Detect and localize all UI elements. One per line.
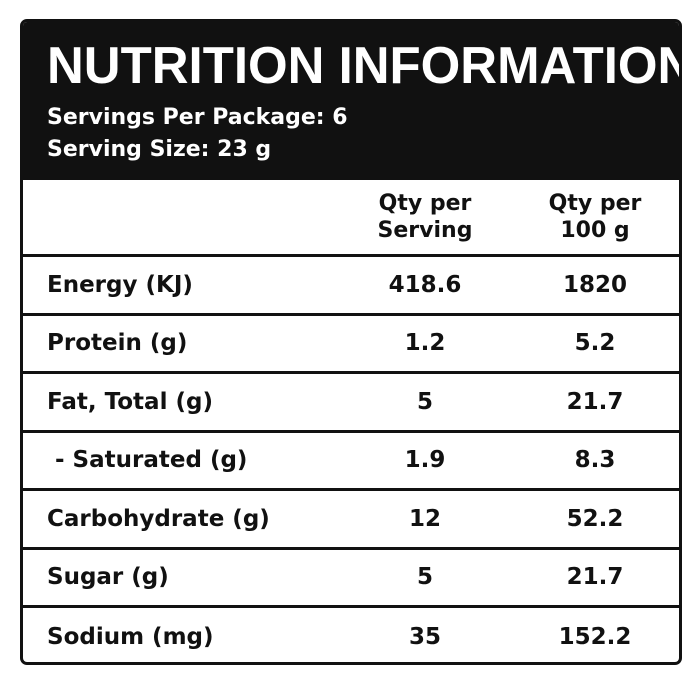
- nutrient-name: Fat, Total (g): [47, 388, 213, 415]
- qty-per-serving: 12: [408, 505, 441, 532]
- nutrient-name: Carbohydrate (g): [47, 505, 270, 532]
- qty-per-100g: 52.2: [566, 505, 624, 532]
- per-100g-header-line2: 100 g: [560, 218, 630, 243]
- qty-per-100g: 1820: [562, 271, 627, 298]
- nutrition-panel: NUTRITION INFORMATION Servings Per Packa…: [20, 19, 682, 665]
- qty-per-100g: 8.3: [574, 447, 616, 474]
- qty-per-serving: 1.9: [404, 447, 446, 474]
- qty-per-serving: 5: [416, 564, 433, 591]
- table-row-sodium: Sodium (mg) 35 152.2: [23, 608, 679, 662]
- qty-per-serving: 5: [416, 388, 433, 415]
- per-serving-header-line2: Serving: [377, 218, 473, 243]
- servings-per-package: Servings Per Package: 6: [47, 105, 348, 130]
- panel-title: NUTRITION INFORMATION: [47, 37, 682, 95]
- nutrient-name: Protein (g): [47, 330, 188, 357]
- per-100g-header-line1: Qty per: [548, 191, 642, 216]
- nutrition-header: NUTRITION INFORMATION Servings Per Packa…: [23, 22, 679, 180]
- qty-per-100g: 21.7: [566, 388, 624, 415]
- nutrient-name: Sodium (mg): [47, 624, 214, 651]
- serving-size: Serving Size: 23 g: [47, 137, 272, 162]
- qty-per-100g: 5.2: [574, 330, 616, 357]
- serving-meta: Servings Per Package: 6 Serving Size: 23…: [47, 102, 655, 166]
- table-row-saturated: - Saturated (g) 1.9 8.3: [23, 433, 679, 491]
- nutrient-name: Energy (KJ): [47, 271, 193, 298]
- qty-per-serving: 418.6: [388, 271, 462, 298]
- table-row-protein: Protein (g) 1.2 5.2: [23, 316, 679, 374]
- per-100g-column-header: Qty per 100 g: [511, 190, 679, 244]
- qty-per-100g: 152.2: [558, 624, 632, 651]
- table-row-sugar: Sugar (g) 5 21.7: [23, 550, 679, 608]
- table-header-row: Qty per Serving Qty per 100 g: [23, 180, 679, 257]
- table-row-carbohydrate: Carbohydrate (g) 12 52.2: [23, 491, 679, 550]
- nutrition-table: Qty per Serving Qty per 100 g Energy (KJ…: [23, 180, 679, 662]
- per-serving-column-header: Qty per Serving: [339, 190, 511, 244]
- nutrient-name: - Saturated (g): [47, 447, 248, 474]
- nutrient-name: Sugar (g): [47, 564, 169, 591]
- qty-per-serving: 1.2: [404, 330, 446, 357]
- table-row-fat-total: Fat, Total (g) 5 21.7: [23, 374, 679, 433]
- per-serving-header-line1: Qty per: [378, 191, 472, 216]
- qty-per-serving: 35: [408, 624, 441, 651]
- qty-per-100g: 21.7: [566, 564, 624, 591]
- table-row-energy: Energy (KJ) 418.6 1820: [23, 257, 679, 316]
